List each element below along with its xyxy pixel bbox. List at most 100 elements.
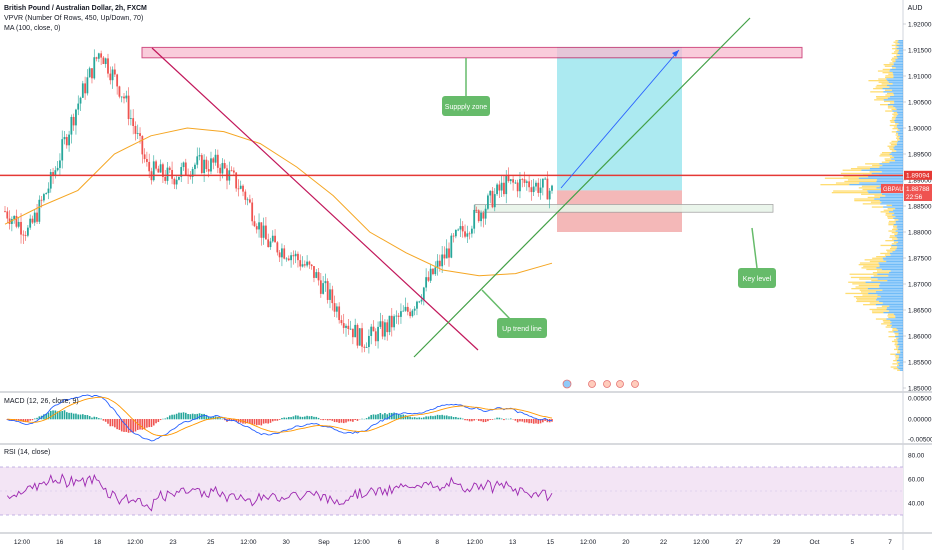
last-price-badge (904, 184, 932, 201)
volume-bar (872, 272, 890, 274)
candle-body (523, 179, 526, 183)
symbol-title[interactable]: British Pound / Australian Dollar, 2h, F… (4, 5, 147, 12)
flag-icon[interactable] (588, 380, 596, 388)
macd-hist-bar (98, 418, 100, 420)
volume-bar (858, 264, 880, 266)
price-axis[interactable]: 1.92000 1.91500 1.91000 1.90500 1.90000 1.895… (903, 22, 932, 393)
candle-body (432, 268, 434, 275)
volume-bar (860, 291, 876, 293)
candle-body (500, 182, 503, 191)
candle-body (528, 181, 531, 188)
candle-body (6, 211, 9, 219)
candle-body (223, 163, 226, 169)
macd-hist-bar (269, 419, 272, 423)
candle-body (482, 212, 485, 219)
macd-hist-bar (100, 418, 102, 420)
volume-bar (885, 160, 895, 162)
macd-hist-bar (411, 417, 414, 420)
rsi-indicator-label[interactable]: RSI (14, close) (4, 449, 51, 456)
candle-body (255, 226, 258, 230)
macd-hist-bar (56, 411, 59, 420)
macd-hist-bar (86, 415, 89, 420)
event-icons[interactable] (562, 379, 639, 389)
candle-body (335, 306, 338, 312)
candle-body (324, 281, 327, 284)
macd-indicator-label[interactable]: MACD (12, 26, close, 9) (4, 398, 79, 405)
macd-tick-label: 0.00500 (908, 396, 932, 403)
vpvr-indicator-label[interactable]: VPVR (Number Of Rows, 450, Up/Down, 70) (4, 15, 144, 22)
candle-body (377, 326, 379, 342)
flag-icon[interactable] (562, 379, 572, 389)
candle-body (127, 95, 130, 120)
macd-hist-bar (212, 416, 215, 420)
candle-body (445, 248, 448, 259)
flag-icon[interactable] (631, 380, 639, 388)
time-tick-label: 16 (56, 539, 64, 546)
candle-body (397, 315, 400, 317)
volume-bar (891, 52, 898, 55)
macd-hist-bar (374, 414, 377, 420)
macd-hist-bar (347, 419, 350, 422)
time-axis[interactable]: 12:00 16 18 12:00 23 25 12:00 30 Sep 12:00 6 8 12:00… (14, 539, 892, 546)
volume-bar (857, 166, 880, 168)
candle-body (548, 190, 551, 200)
volume-bar (889, 148, 895, 151)
volume-bar (888, 147, 894, 149)
supply-callout[interactable] (442, 96, 490, 116)
macd-hist-bar (498, 417, 501, 420)
volume-bar (859, 278, 878, 280)
downtrend-line[interactable] (151, 47, 479, 351)
volume-bar (897, 350, 901, 352)
candle-body (246, 199, 249, 201)
volume-bar (880, 211, 889, 213)
volume-bar (865, 281, 903, 283)
volume-bar (893, 240, 903, 242)
candle-body (345, 325, 347, 328)
volume-bar (882, 68, 891, 71)
ma-indicator-label[interactable]: MA (100, close, 0) (4, 25, 61, 32)
candle-body (178, 176, 180, 180)
volume-bar (893, 76, 903, 79)
macd-hist-bar (267, 419, 270, 424)
candle-body (521, 179, 524, 180)
flag-icon[interactable] (616, 380, 624, 388)
candle-body (111, 69, 114, 81)
price-tick-label: 1.91000 (908, 74, 932, 81)
volume-bar (889, 248, 897, 250)
candle-body (136, 133, 139, 134)
candle-body (489, 190, 492, 196)
key-callout[interactable] (738, 268, 776, 288)
macd-hist-bar (491, 419, 494, 420)
candle-body (457, 229, 460, 231)
volume-bar (888, 230, 896, 232)
volume-bar (891, 324, 903, 327)
macd-hist-bar (221, 418, 224, 420)
volume-bar (898, 137, 903, 139)
macd-hist-bar (38, 416, 41, 420)
macd-hist-bar (36, 417, 38, 420)
time-tick-label: 29 (773, 539, 781, 546)
macd-hist-bar (230, 419, 233, 422)
macd-hist-bar (22, 419, 25, 422)
macd-hist-bar (409, 416, 411, 420)
volume-bar (820, 184, 850, 186)
flag-icon[interactable] (603, 380, 611, 388)
volume-bar (891, 44, 897, 47)
uptrend-callout[interactable] (497, 318, 547, 338)
uptrend-line[interactable] (413, 17, 751, 358)
volume-bar (900, 350, 903, 352)
volume-bar (885, 76, 894, 79)
volume-bar (896, 137, 899, 139)
macd-hist-bar (130, 419, 132, 433)
volume-bar (885, 212, 895, 215)
macd-hist-bar (155, 419, 157, 424)
candle-body (400, 311, 402, 317)
candle-body (461, 226, 464, 232)
volume-bar (883, 312, 903, 314)
supply-zone[interactable] (141, 46, 803, 59)
projection-arrow-line[interactable] (560, 49, 680, 189)
time-tick-label: 22 (660, 539, 668, 546)
volume-bar (896, 144, 903, 146)
key-level-zone[interactable] (474, 204, 774, 213)
